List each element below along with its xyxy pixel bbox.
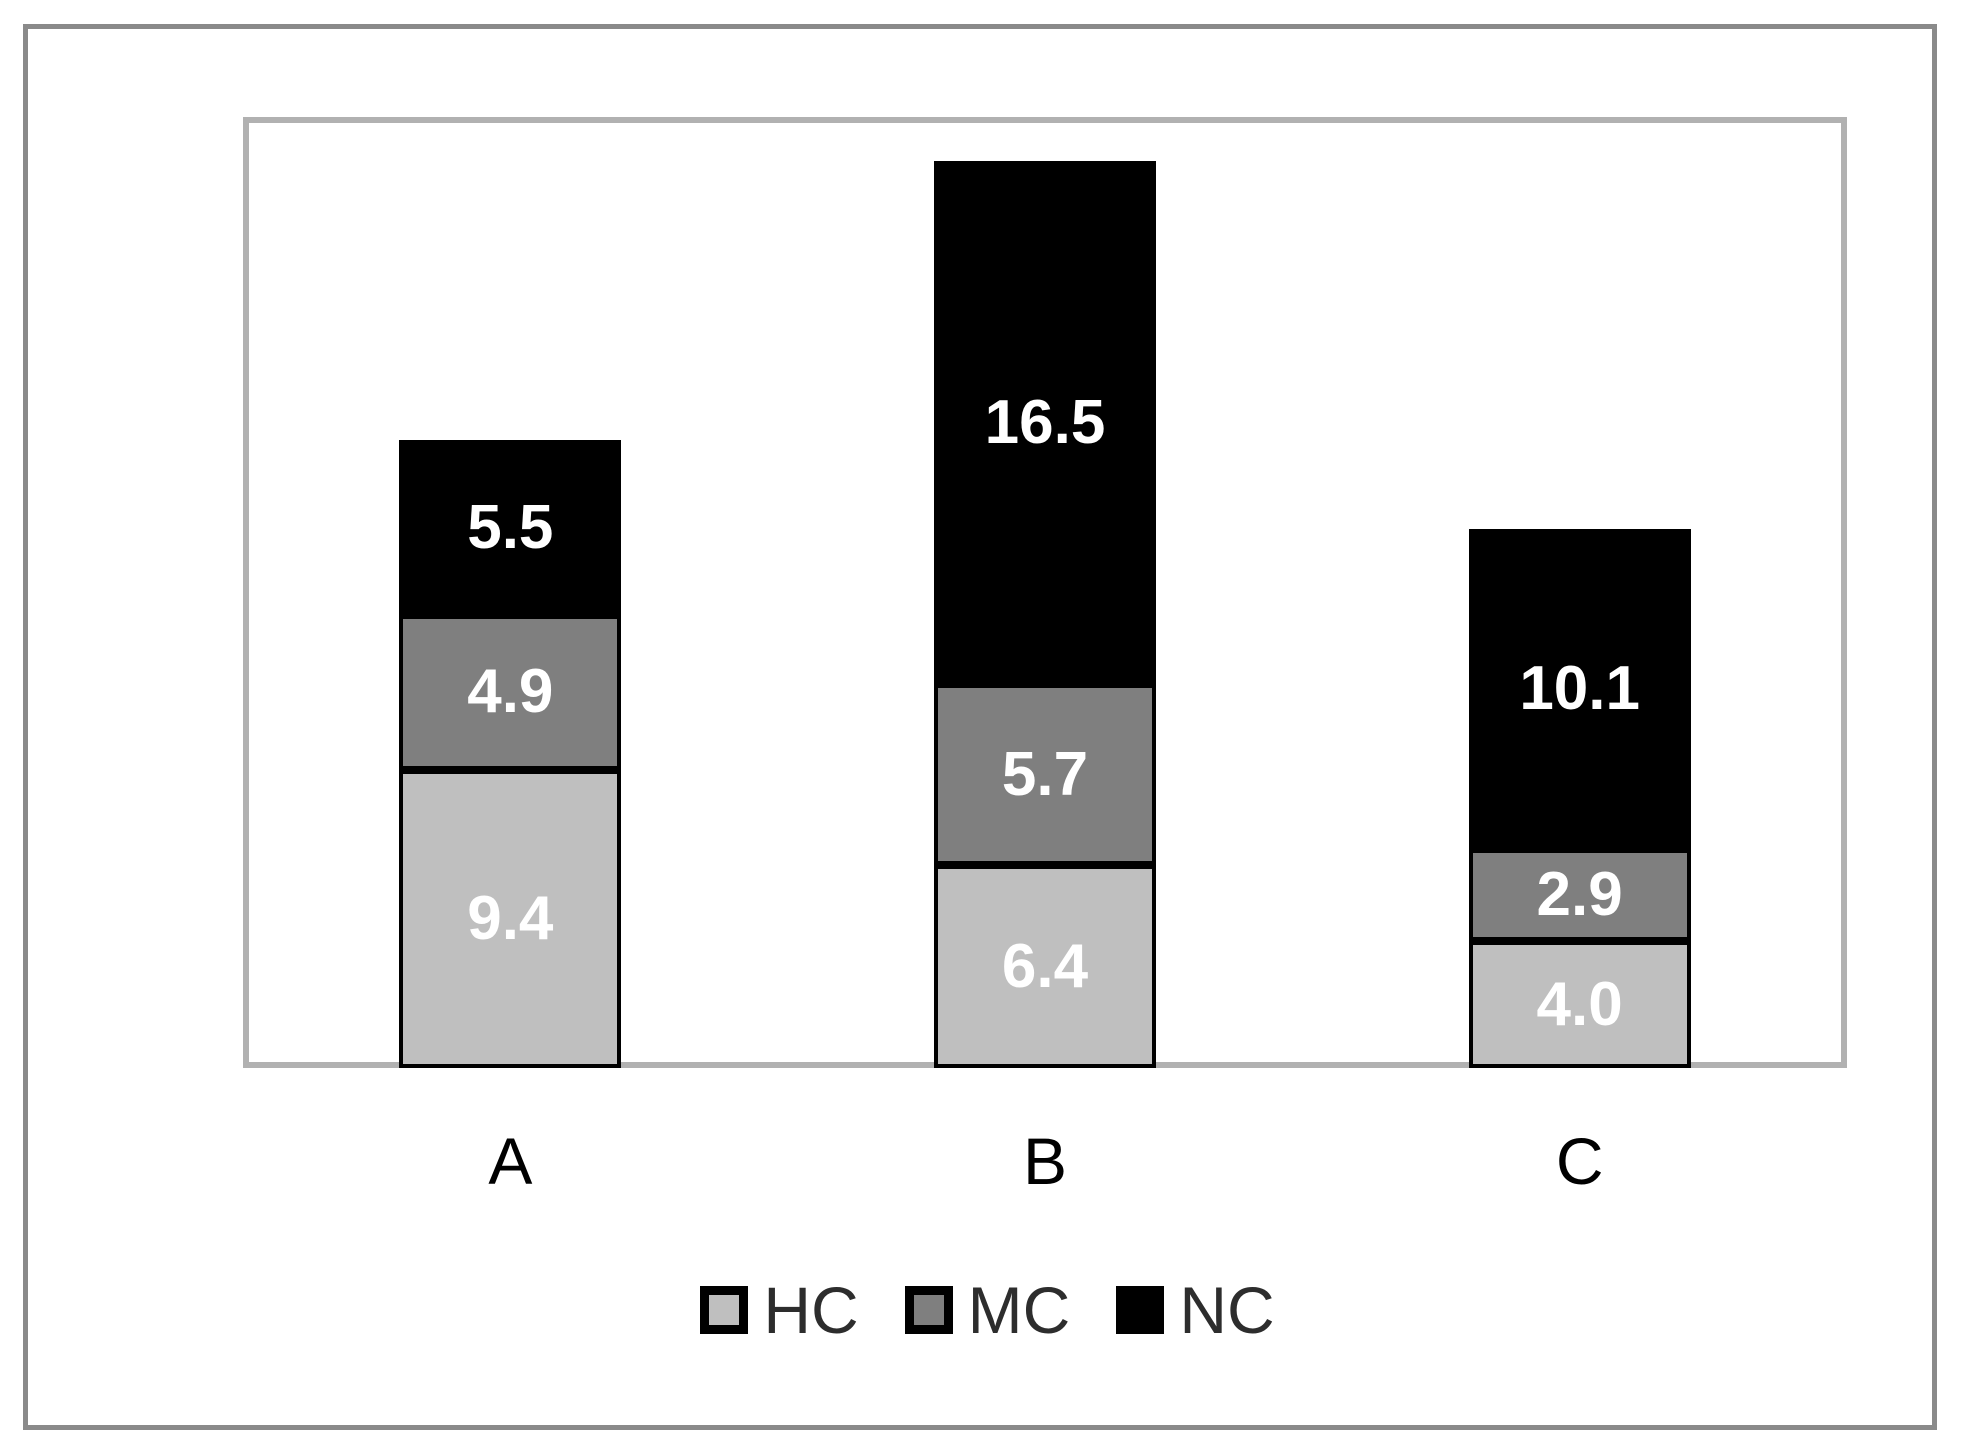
bar-c: 4.0 2.9 10.1 xyxy=(1468,529,1691,1068)
segment-nc-b: 16.5 xyxy=(934,161,1156,685)
category-label-a: A xyxy=(488,1124,533,1198)
category-label-c: C xyxy=(1555,1124,1604,1198)
legend-marker-hc-icon xyxy=(700,1286,749,1334)
segment-mc-b: 5.7 xyxy=(934,684,1156,866)
legend-item-nc: NC xyxy=(1116,1273,1275,1347)
bar-a: 9.4 4.9 5.5 xyxy=(399,440,622,1068)
segment-nc-c: 10.1 xyxy=(1468,529,1691,850)
segment-nc-a: 5.5 xyxy=(399,440,622,615)
segment-mc-c: 2.9 xyxy=(1468,849,1691,942)
legend-label-hc: HC xyxy=(763,1273,859,1347)
legend: HC MC NC xyxy=(0,1272,1975,1348)
bar-b: 6.4 5.7 16.5 xyxy=(934,161,1156,1068)
segment-mc-a: 4.9 xyxy=(399,614,622,771)
legend-item-hc: HC xyxy=(700,1273,859,1347)
legend-marker-nc-icon xyxy=(1116,1286,1165,1334)
legend-item-mc: MC xyxy=(904,1273,1071,1347)
legend-label-mc: MC xyxy=(967,1273,1071,1347)
legend-label-nc: NC xyxy=(1179,1273,1275,1347)
legend-marker-mc-icon xyxy=(904,1286,953,1334)
category-label-b: B xyxy=(1022,1124,1068,1198)
segment-hc-b: 6.4 xyxy=(934,865,1156,1068)
segment-hc-a: 9.4 xyxy=(399,770,622,1068)
segment-hc-c: 4.0 xyxy=(1468,941,1691,1068)
